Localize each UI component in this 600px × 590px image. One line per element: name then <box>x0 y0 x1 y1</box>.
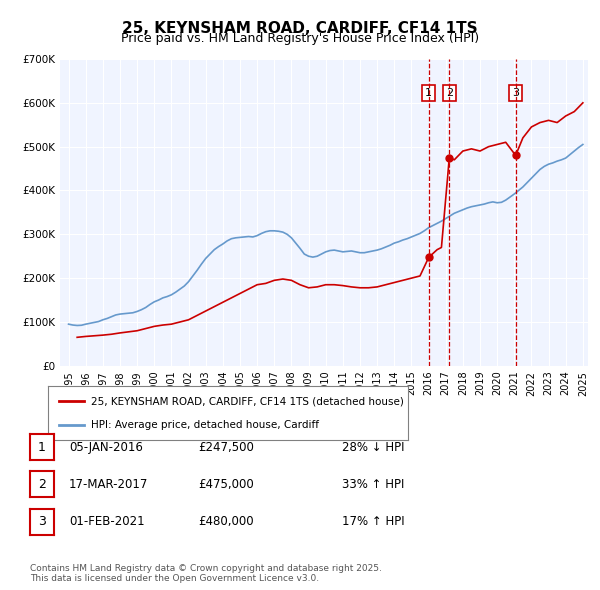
Text: 3: 3 <box>38 515 46 528</box>
Text: 3: 3 <box>512 88 519 98</box>
Text: £475,000: £475,000 <box>198 478 254 491</box>
Text: Contains HM Land Registry data © Crown copyright and database right 2025.
This d: Contains HM Land Registry data © Crown c… <box>30 563 382 583</box>
Text: 1: 1 <box>38 441 46 454</box>
Text: 25, KEYNSHAM ROAD, CARDIFF, CF14 1TS: 25, KEYNSHAM ROAD, CARDIFF, CF14 1TS <box>122 21 478 35</box>
Text: 17-MAR-2017: 17-MAR-2017 <box>69 478 148 491</box>
Text: 28% ↓ HPI: 28% ↓ HPI <box>342 441 404 454</box>
Text: 25, KEYNSHAM ROAD, CARDIFF, CF14 1TS (detached house): 25, KEYNSHAM ROAD, CARDIFF, CF14 1TS (de… <box>91 396 404 407</box>
Text: Price paid vs. HM Land Registry's House Price Index (HPI): Price paid vs. HM Land Registry's House … <box>121 32 479 45</box>
Text: £480,000: £480,000 <box>198 515 254 528</box>
Text: 01-FEB-2021: 01-FEB-2021 <box>69 515 145 528</box>
Text: 17% ↑ HPI: 17% ↑ HPI <box>342 515 404 528</box>
Text: 1: 1 <box>425 88 432 98</box>
Text: £247,500: £247,500 <box>198 441 254 454</box>
Text: 2: 2 <box>446 88 453 98</box>
Text: 05-JAN-2016: 05-JAN-2016 <box>69 441 143 454</box>
Text: HPI: Average price, detached house, Cardiff: HPI: Average price, detached house, Card… <box>91 419 319 430</box>
Text: 2: 2 <box>38 478 46 491</box>
Text: 33% ↑ HPI: 33% ↑ HPI <box>342 478 404 491</box>
